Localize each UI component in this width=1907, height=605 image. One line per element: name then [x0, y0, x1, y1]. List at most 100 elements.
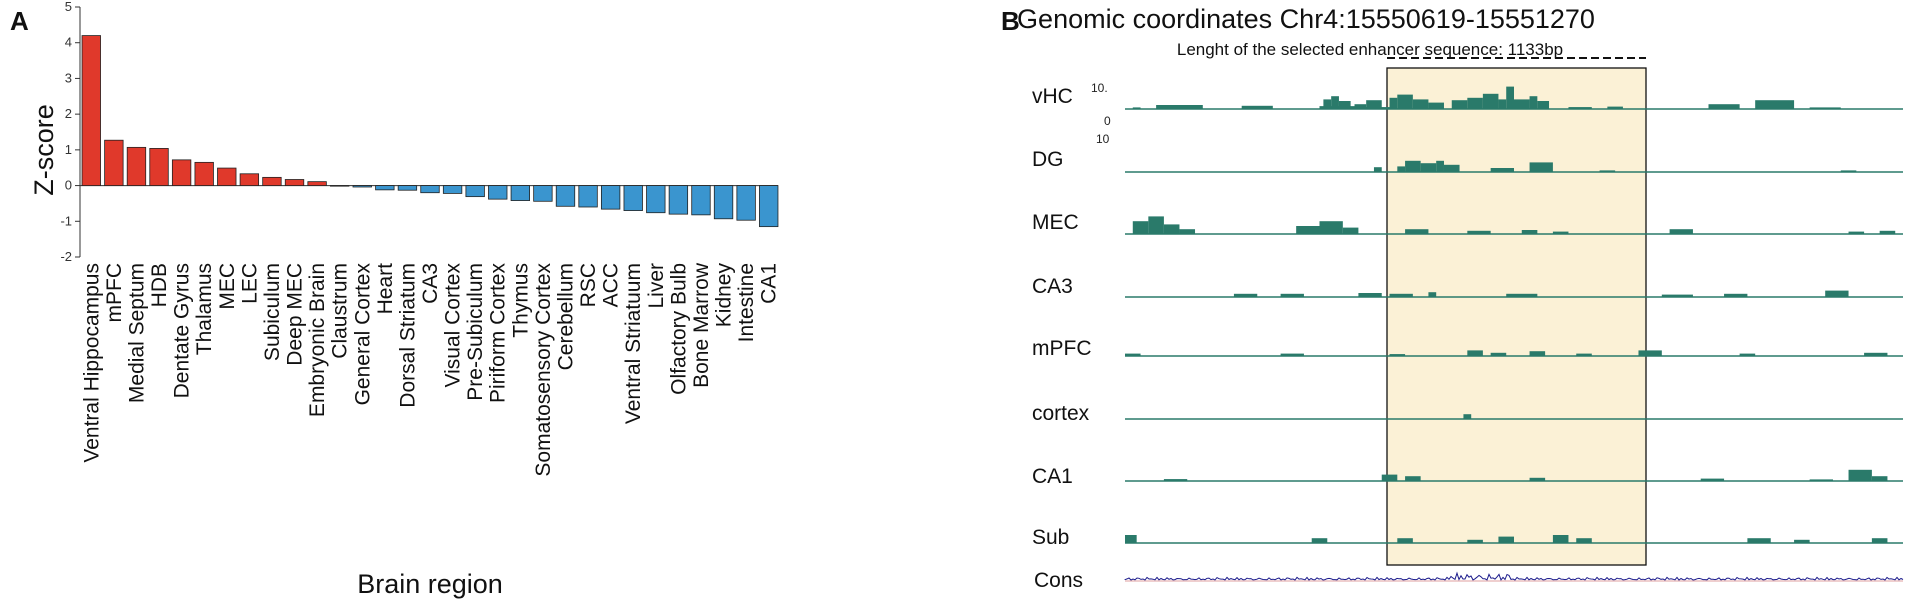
category-label: MEC	[216, 263, 239, 310]
signal-peak	[1529, 477, 1546, 481]
signal-peak	[1871, 538, 1888, 543]
track-ca3: CA3	[1032, 275, 1903, 298]
signal-peak	[1296, 226, 1320, 234]
bar-mpfc	[104, 139, 124, 186]
category-label: Deep MEC	[284, 263, 307, 366]
y-tick-label: 5	[65, 0, 72, 14]
signal-peak	[1467, 230, 1491, 234]
signal-peak	[1638, 350, 1662, 356]
signal-peak	[1156, 105, 1203, 109]
signal-peak	[1576, 538, 1592, 543]
signal-peak	[1848, 469, 1872, 481]
signal-peak	[1163, 224, 1180, 234]
y-axis: -2 -1 0 1 2 3 4 5	[60, 0, 778, 264]
signal-peak	[1724, 293, 1748, 297]
signal-tracks: vHC DG MEC CA3 mPFC cortex CA1 Sub	[1032, 85, 1903, 549]
category-label: Embryonic Brain	[306, 263, 329, 417]
signal-peak	[1428, 292, 1437, 297]
signal-peak	[1467, 350, 1483, 356]
category-label: Ventral Striatuum	[622, 263, 645, 424]
signal-peak	[1490, 168, 1514, 172]
bar-dorsal-striatum	[397, 185, 418, 191]
category-label: Thalamus	[193, 263, 216, 355]
signal-peak	[1498, 99, 1507, 109]
signal-peak	[1825, 290, 1849, 297]
bar-liver	[646, 185, 666, 214]
signal-peak	[1529, 96, 1538, 109]
bar-ca1	[759, 185, 779, 228]
track-label: DG	[1032, 148, 1064, 171]
category-label: Kidney	[713, 263, 736, 328]
signal-peak	[1125, 353, 1141, 356]
bar-dentate-gyrus	[171, 159, 192, 186]
signal-peak	[1529, 162, 1553, 172]
bar-medial-septum	[126, 146, 147, 186]
x-axis-title: Brain region	[357, 569, 503, 599]
signal-peak	[1179, 229, 1196, 234]
conservation-track: Cons	[1034, 569, 1904, 592]
signal-peak	[1436, 160, 1444, 172]
signal-peak	[1661, 294, 1693, 297]
signal-peak	[1389, 293, 1413, 297]
y-tick-label: 2	[65, 106, 72, 121]
y-tick-label: -1	[60, 213, 72, 228]
signal-peak	[1132, 221, 1149, 234]
panel-b-letter: B	[1001, 6, 1020, 36]
signal-peak	[1331, 96, 1339, 109]
signal-peak	[1521, 230, 1538, 234]
bar-kidney	[713, 185, 734, 220]
signal-peak	[1342, 227, 1359, 234]
signal-peak	[1467, 539, 1483, 543]
signal-peak	[1405, 476, 1421, 481]
bar-olfactory-bulb	[668, 185, 689, 215]
category-label: Ventral Hippocampus	[80, 263, 103, 463]
category-label: RSC	[577, 263, 600, 307]
signal-peak	[1840, 170, 1857, 172]
category-label: Intestine	[735, 263, 758, 342]
y-tick-label: 0	[65, 178, 72, 193]
signal-peak	[1358, 293, 1382, 297]
signal-peak	[1755, 100, 1795, 109]
category-label: Pre-Subiculum	[464, 263, 487, 401]
bar-heart	[375, 185, 395, 191]
signal-peak	[1552, 535, 1569, 543]
signal-peak	[1708, 104, 1740, 109]
bar-ventral-striatuum	[623, 185, 643, 211]
category-label: Liver	[645, 263, 668, 309]
signal-peak	[1405, 229, 1429, 234]
bar-intestine	[736, 185, 756, 221]
y-tick-label: 4	[65, 35, 72, 50]
bar-thymus	[510, 185, 530, 201]
bar-piriform-cortex	[488, 185, 508, 200]
category-label: Heart	[374, 263, 397, 315]
bar-thalamus	[194, 161, 214, 186]
category-label: HDB	[148, 263, 171, 307]
signal-peak	[1311, 538, 1328, 543]
signal-peak	[1490, 352, 1507, 356]
category-label: Visual Cortex	[442, 263, 465, 388]
signal-peak	[1498, 536, 1514, 543]
signal-peak	[1397, 538, 1413, 543]
category-label: Somatosensory Cortex	[532, 263, 555, 477]
category-label: Cerebellum	[554, 263, 577, 370]
category-label: Olfactory Bulb	[667, 263, 690, 395]
signal-peak	[1809, 107, 1841, 109]
track-label: vHC	[1032, 85, 1073, 108]
bar-ca3	[420, 185, 440, 194]
panel-a-bar-chart: A Z-score Brain region -2 -1 0 1 2 3 4 5 Ventra…	[10, 0, 781, 599]
category-label: Claustrum	[329, 263, 352, 359]
signal-peak	[1323, 99, 1332, 109]
bar-visual-cortex	[442, 185, 463, 194]
signal-peak	[1529, 351, 1546, 356]
bars	[81, 35, 779, 228]
track-vhc: vHC	[1032, 85, 1903, 110]
signal-peak	[1132, 107, 1141, 109]
signal-peak	[1576, 353, 1592, 356]
category-label: CA3	[419, 263, 442, 304]
signal-peak	[1420, 163, 1437, 172]
bar-deep-mec	[284, 179, 305, 186]
signal-peak	[1809, 479, 1833, 481]
signal-peak	[1366, 100, 1382, 109]
category-label: General Cortex	[351, 263, 374, 406]
